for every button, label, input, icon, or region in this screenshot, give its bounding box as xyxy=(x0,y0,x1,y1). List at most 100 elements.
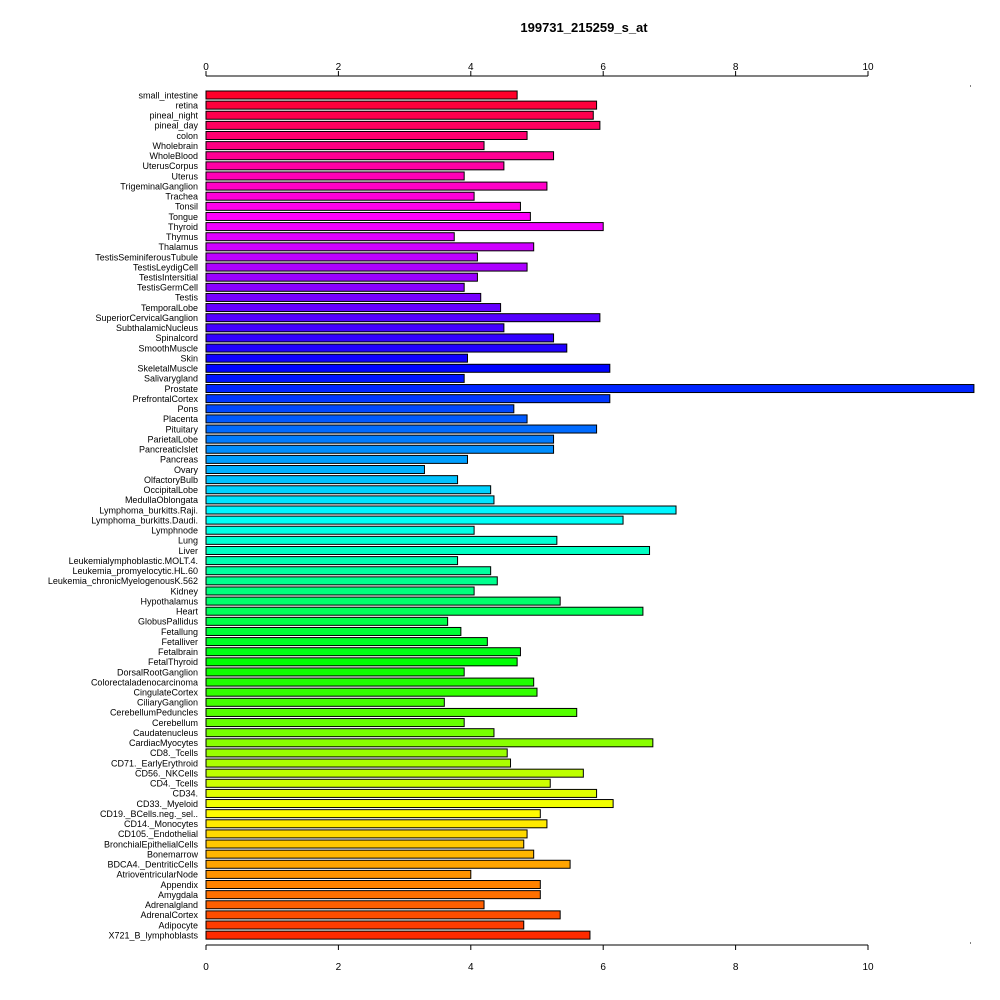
category-label: Fetalliver xyxy=(161,637,198,647)
bar-Salivarygland xyxy=(205,373,465,383)
category-label: Kidney xyxy=(170,586,198,596)
bar-CD56._NKCells xyxy=(205,768,584,778)
category-label: Thalamus xyxy=(158,242,198,252)
bar-TestisIntersitial xyxy=(205,272,478,282)
bar-Thymus xyxy=(205,232,455,242)
category-label: Bonemarrow xyxy=(147,849,199,859)
category-label: Pancreas xyxy=(160,455,199,465)
bar-Tonsil xyxy=(205,201,521,211)
top-axis-tick-label: 0 xyxy=(203,62,209,73)
category-label: CD34. xyxy=(172,789,198,799)
bar-Thyroid xyxy=(205,222,604,232)
category-label: Hypothalamus xyxy=(140,596,198,606)
bottom-axis-tick-label: 4 xyxy=(468,962,474,973)
bar-Heart xyxy=(205,606,644,616)
category-labels: small_intestineretinapineal_nightpineal_… xyxy=(48,90,199,940)
bar-AdrenalCortex xyxy=(205,910,561,920)
bar-ParietalLobe xyxy=(205,434,555,444)
category-label: BronchialEpithelialCells xyxy=(104,839,199,849)
bar-CiliaryGanglion xyxy=(205,697,445,707)
category-label: CD4._Tcells xyxy=(150,779,199,789)
bar-CD8._Tcells xyxy=(205,748,508,758)
bar-series xyxy=(205,90,975,940)
category-label: Thymus xyxy=(166,232,199,242)
category-label: Liver xyxy=(178,546,198,556)
bar-CD34. xyxy=(205,788,598,798)
bar-Adrenalgland xyxy=(205,900,485,910)
bar-Cerebellum xyxy=(205,718,465,728)
category-label: Lymphoma_burkitts.Daudi. xyxy=(91,515,198,525)
category-label: OccipitalLobe xyxy=(143,485,198,495)
bar-Liver xyxy=(205,545,651,555)
bar-Trachea xyxy=(205,191,475,201)
bar-SmoothMuscle xyxy=(205,343,568,353)
category-label: small_intestine xyxy=(138,90,198,100)
category-label: retina xyxy=(175,100,198,110)
bar-BDCA4._DentriticCells xyxy=(205,859,571,869)
bar-CD105._Endothelial xyxy=(205,829,528,839)
bar-CingulateCortex xyxy=(205,687,538,697)
category-label: OlfactoryBulb xyxy=(144,475,198,485)
bar-TestisSeminiferousTubule xyxy=(205,252,478,262)
bar-CardiacMyocytes xyxy=(205,738,654,748)
category-label: pineal_night xyxy=(149,111,198,121)
bottom-axis-tick-label: 6 xyxy=(600,962,606,973)
bar-MedullaOblongata xyxy=(205,495,495,505)
category-label: AdrenalCortex xyxy=(140,910,198,920)
category-label: TemporalLobe xyxy=(141,303,198,313)
bar-small_intestine xyxy=(205,90,518,100)
bar-Lymphnode xyxy=(205,525,475,535)
bar-pineal_night xyxy=(205,110,594,120)
category-label: SkeletalMuscle xyxy=(137,364,198,374)
category-label: CD14._Monocytes xyxy=(124,819,199,829)
category-label: UterusCorpus xyxy=(142,161,198,171)
bar-CD71._EarlyErythroid xyxy=(205,758,512,768)
category-label: Lymphnode xyxy=(151,526,198,536)
bar-BronchialEpithelialCells xyxy=(205,839,525,849)
category-label: WholeBlood xyxy=(149,151,198,161)
category-label: Leukemialymphoblastic.MOLT.4. xyxy=(69,556,198,566)
category-label: SubthalamicNucleus xyxy=(116,323,199,333)
bar-Colorectaladenocarcinoma xyxy=(205,677,535,687)
category-label: Skin xyxy=(180,353,198,363)
category-label: GlobusPallidus xyxy=(138,617,199,627)
bar-Pituitary xyxy=(205,424,598,434)
category-label: DorsalRootGanglion xyxy=(117,667,198,677)
category-label: TrigeminalGanglion xyxy=(120,181,198,191)
bar-CD14._Monocytes xyxy=(205,819,548,829)
top-axis-tick-label: 4 xyxy=(468,62,474,73)
bar-CD33._Myeloid xyxy=(205,799,614,809)
category-label: Amygdala xyxy=(158,890,198,900)
category-label: Lung xyxy=(178,536,198,546)
category-label: TestisGermCell xyxy=(137,283,198,293)
category-label: CD71._EarlyErythroid xyxy=(111,758,198,768)
bar-TemporalLobe xyxy=(205,303,502,313)
category-label: PancreaticIslet xyxy=(139,445,199,455)
category-label: CD105._Endothelial xyxy=(118,829,198,839)
category-label: Prostate xyxy=(164,384,198,394)
category-label: Ovary xyxy=(174,465,199,475)
bar-TestisLeydigCell xyxy=(205,262,528,272)
category-label: SuperiorCervicalGanglion xyxy=(95,313,198,323)
category-label: Uterus xyxy=(171,171,198,181)
bar-Lung xyxy=(205,535,558,545)
bar-Lymphoma_burkitts.Raji. xyxy=(205,505,677,515)
bar-Leukemia_promyelocytic.HL.60 xyxy=(205,566,492,576)
category-label: Wholebrain xyxy=(152,141,198,151)
bar-TrigeminalGanglion xyxy=(205,181,548,191)
bar-Leukemialymphoblastic.MOLT.4. xyxy=(205,556,459,566)
category-label: TestisSeminiferousTubule xyxy=(95,252,198,262)
bar-Skin xyxy=(205,353,468,363)
category-label: Cerebellum xyxy=(152,718,198,728)
top-axis-tick-label: 8 xyxy=(733,62,739,73)
bar-retina xyxy=(205,100,598,110)
category-label: Adipocyte xyxy=(158,920,198,930)
top-x-axis: 0 2 4 6 8 10 xyxy=(203,62,971,87)
category-label: Pons xyxy=(177,404,198,414)
bottom-axis-tick-label: 2 xyxy=(336,962,342,973)
bar-WholeBlood xyxy=(205,151,555,161)
bar-Pons xyxy=(205,404,515,414)
category-label: Placenta xyxy=(163,414,198,424)
category-label: Tongue xyxy=(168,212,198,222)
